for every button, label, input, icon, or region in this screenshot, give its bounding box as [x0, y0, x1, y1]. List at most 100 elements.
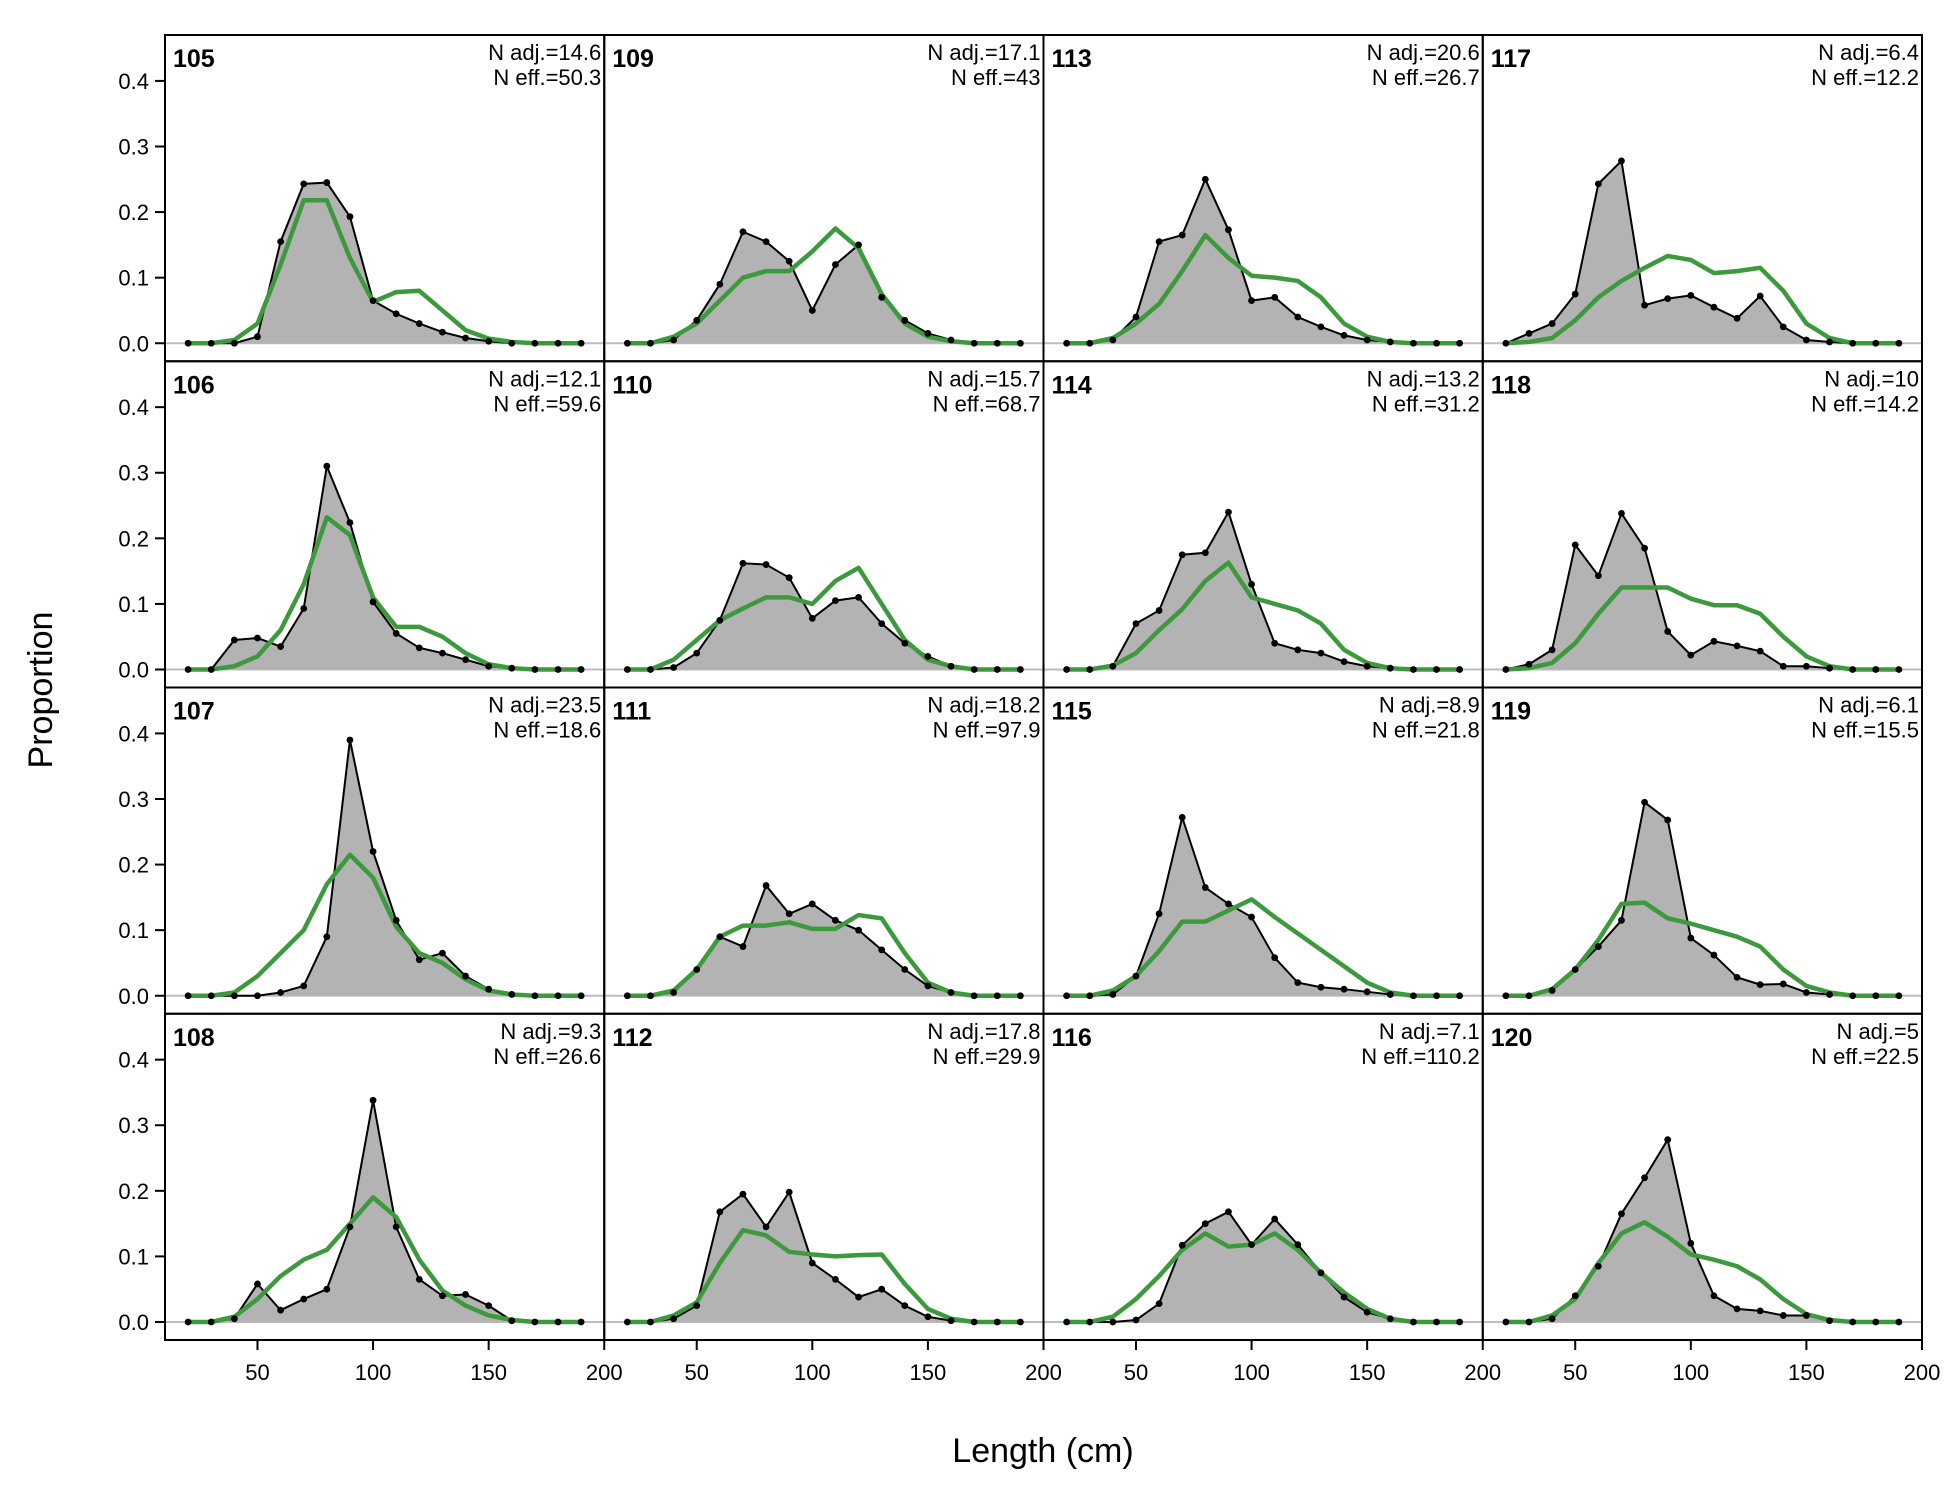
n-adj-label: N adj.=17.1	[927, 40, 1040, 65]
y-axis-title: Proportion	[22, 612, 60, 769]
expected-line	[627, 226, 1021, 346]
observed-point	[1548, 1315, 1556, 1323]
observed-point	[1525, 1318, 1533, 1326]
axes-layer: 0.0 0.1 0.2 0.3 0.4 0.0 0.1 0.2 0.3 0.4 0.0 0.1 0.2 0…	[118, 69, 1940, 1385]
y-tick-label: 0.3	[118, 787, 149, 812]
observed-point	[1710, 303, 1718, 311]
observed-point	[415, 956, 423, 964]
expected-line	[1066, 897, 1460, 998]
observed-point	[485, 985, 493, 993]
observed-point	[1502, 666, 1510, 673]
observed-point	[1201, 549, 1209, 557]
observed-point	[1872, 339, 1880, 347]
observed-point	[808, 307, 816, 314]
observed-area	[188, 1100, 582, 1322]
observed-point	[1433, 666, 1440, 673]
observed-point	[1849, 666, 1857, 673]
observed-point	[1248, 297, 1255, 305]
observed-point	[554, 1318, 562, 1326]
observed-point	[1433, 339, 1440, 347]
x-tick-label: 150	[1788, 1360, 1825, 1385]
panel-label: 116	[1052, 1024, 1092, 1052]
n-eff-label: N eff.=26.7	[1372, 65, 1480, 90]
observed-point	[1548, 646, 1556, 654]
observed-point	[1502, 992, 1510, 1000]
observed-point	[693, 649, 701, 657]
observed-point	[277, 643, 284, 650]
observed-point	[207, 1318, 215, 1326]
x-tick-label: 150	[470, 1360, 507, 1385]
panel-label: 115	[1052, 698, 1092, 726]
y-tick-label: 0.1	[118, 592, 149, 617]
observed-point	[762, 882, 770, 889]
observed-point	[1086, 666, 1094, 673]
observed-point	[508, 991, 516, 998]
y-tick-label: 0.3	[118, 461, 149, 486]
observed-point	[1271, 954, 1279, 962]
panel-105: 105 N adj.=14.6N eff.=50.3	[164, 34, 606, 363]
panel-107: 107 N adj.=23.5N eff.=18.6	[164, 686, 606, 1015]
observed-point	[1641, 1174, 1648, 1182]
observed-point	[1664, 1136, 1672, 1144]
observed-point	[1132, 620, 1140, 627]
n-adj-label: N adj.=18.2	[927, 693, 1040, 718]
x-tick-label: 200	[1464, 1360, 1501, 1385]
n-adj-label: N adj.=9.3	[500, 1019, 601, 1044]
observed-point	[647, 992, 654, 1000]
observed-point	[1849, 992, 1857, 1000]
observed-point	[1201, 1220, 1209, 1228]
observed-area	[1066, 179, 1460, 344]
observed-point	[1525, 992, 1533, 1000]
observed-point	[577, 1318, 585, 1326]
observed-point	[1826, 338, 1833, 346]
observed-point	[693, 966, 701, 973]
observed-area	[627, 1192, 1021, 1322]
observed-point	[855, 241, 862, 249]
panel-label: 107	[173, 698, 215, 726]
expected-line	[627, 565, 1021, 672]
panel-label: 112	[612, 1024, 652, 1052]
observed-point	[1063, 992, 1071, 1000]
observed-point	[554, 992, 562, 1000]
n-adj-label: N adj.=5	[1836, 1019, 1919, 1044]
observed-area	[1066, 512, 1460, 670]
observed-point	[369, 1096, 377, 1104]
observed-point	[1340, 1293, 1348, 1301]
observed-point	[1409, 1318, 1417, 1326]
observed-point	[1248, 580, 1255, 588]
n-eff-label: N eff.=18.6	[493, 718, 601, 743]
observed-point	[901, 639, 909, 647]
observed-point	[947, 336, 955, 344]
observed-point	[184, 666, 192, 673]
observed-point	[369, 598, 377, 606]
observed-point	[716, 616, 724, 624]
observed-point	[1155, 1300, 1163, 1308]
observed-point	[1733, 314, 1741, 322]
observed-point	[970, 1318, 978, 1326]
observed-point	[1664, 628, 1672, 635]
x-tick-label: 100	[1672, 1360, 1709, 1385]
observed-point	[670, 336, 678, 344]
observed-point	[1132, 1316, 1140, 1324]
observed-point	[1016, 339, 1024, 347]
expected-line	[188, 852, 582, 998]
observed-point	[1779, 980, 1787, 988]
observed-point	[1409, 992, 1417, 1000]
y-tick-label: 0.0	[118, 331, 149, 356]
observed-point	[1756, 1307, 1764, 1315]
observed-point	[415, 320, 423, 327]
y-tick-label: 0.2	[118, 1179, 149, 1204]
observed-point	[1086, 339, 1094, 347]
observed-point	[1548, 320, 1556, 327]
observed-point	[554, 666, 562, 673]
observed-point	[577, 992, 585, 1000]
observed-area	[1505, 160, 1899, 344]
observed-point	[1294, 979, 1302, 987]
observed-point	[1363, 988, 1371, 996]
observed-point	[855, 926, 862, 934]
observed-point	[415, 644, 423, 652]
observed-point	[254, 634, 261, 642]
observed-area	[188, 182, 582, 344]
observed-point	[1109, 336, 1117, 344]
